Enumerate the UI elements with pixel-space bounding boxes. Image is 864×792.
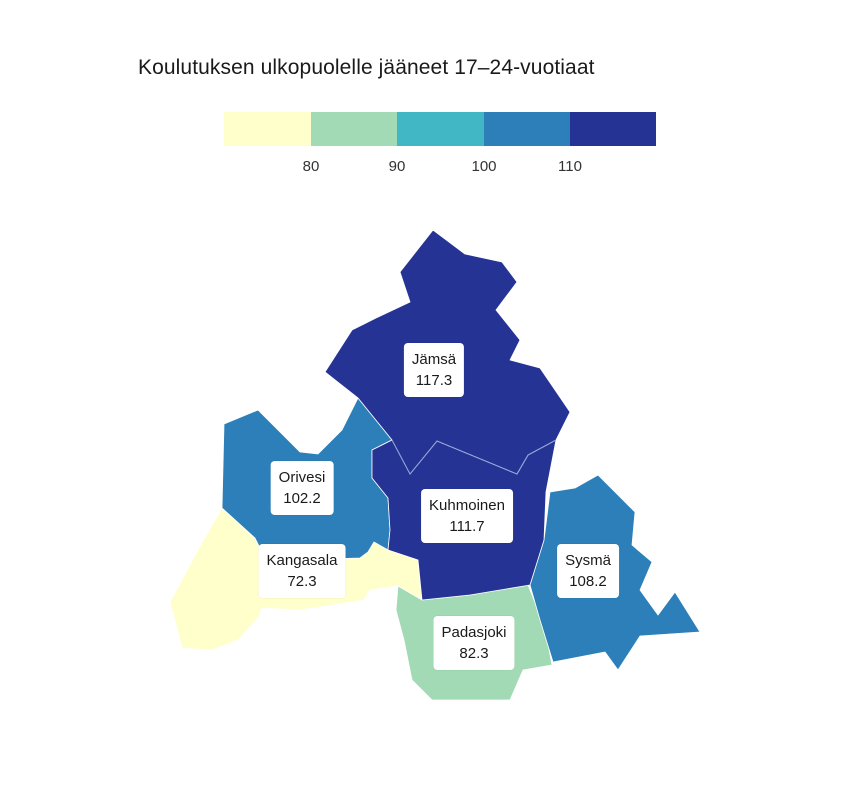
region-value: 72.3 — [287, 573, 317, 590]
legend-tick-label: 90 — [389, 158, 406, 175]
region-value: 111.7 — [449, 518, 485, 535]
region-name: Kuhmoinen — [429, 497, 505, 514]
region-name: Kangasala — [266, 552, 338, 569]
map-title: Koulutuksen ulkopuolelle jääneet 17–24-v… — [138, 56, 595, 79]
region-label-sysma: Sysmä 108.2 — [557, 544, 619, 598]
region-value: 102.2 — [283, 490, 321, 507]
legend-bin — [311, 112, 397, 146]
legend-tick-label: 80 — [303, 158, 320, 175]
legend-bin — [224, 112, 311, 146]
region-label-kangasala: Kangasala 72.3 — [258, 544, 346, 598]
region-name: Sysmä — [565, 552, 611, 569]
region-label-kuhmoinen: Kuhmoinen 111.7 — [421, 489, 513, 543]
color-legend: 80 90 100 110 — [224, 112, 656, 175]
region-name: Jämsä — [411, 351, 457, 368]
region-value: 82.3 — [459, 645, 489, 662]
legend-tick-label: 110 — [558, 158, 582, 175]
region-value: 108.2 — [569, 573, 607, 590]
region-boundary-line — [391, 439, 411, 475]
region-label-orivesi: Orivesi 102.2 — [270, 461, 334, 515]
region-name: Orivesi — [278, 469, 326, 486]
region-label-padasjoki: Padasjoki 82.3 — [433, 616, 515, 670]
legend-bin — [570, 112, 656, 146]
legend-bin — [484, 112, 570, 146]
legend-tick-label: 100 — [471, 158, 496, 175]
region-value: 117.3 — [415, 372, 453, 389]
region-boundary-line — [409, 439, 557, 475]
region-name: Padasjoki — [441, 624, 507, 641]
region-label-jamsa: Jämsä 117.3 — [403, 343, 465, 397]
legend-bin — [397, 112, 484, 146]
